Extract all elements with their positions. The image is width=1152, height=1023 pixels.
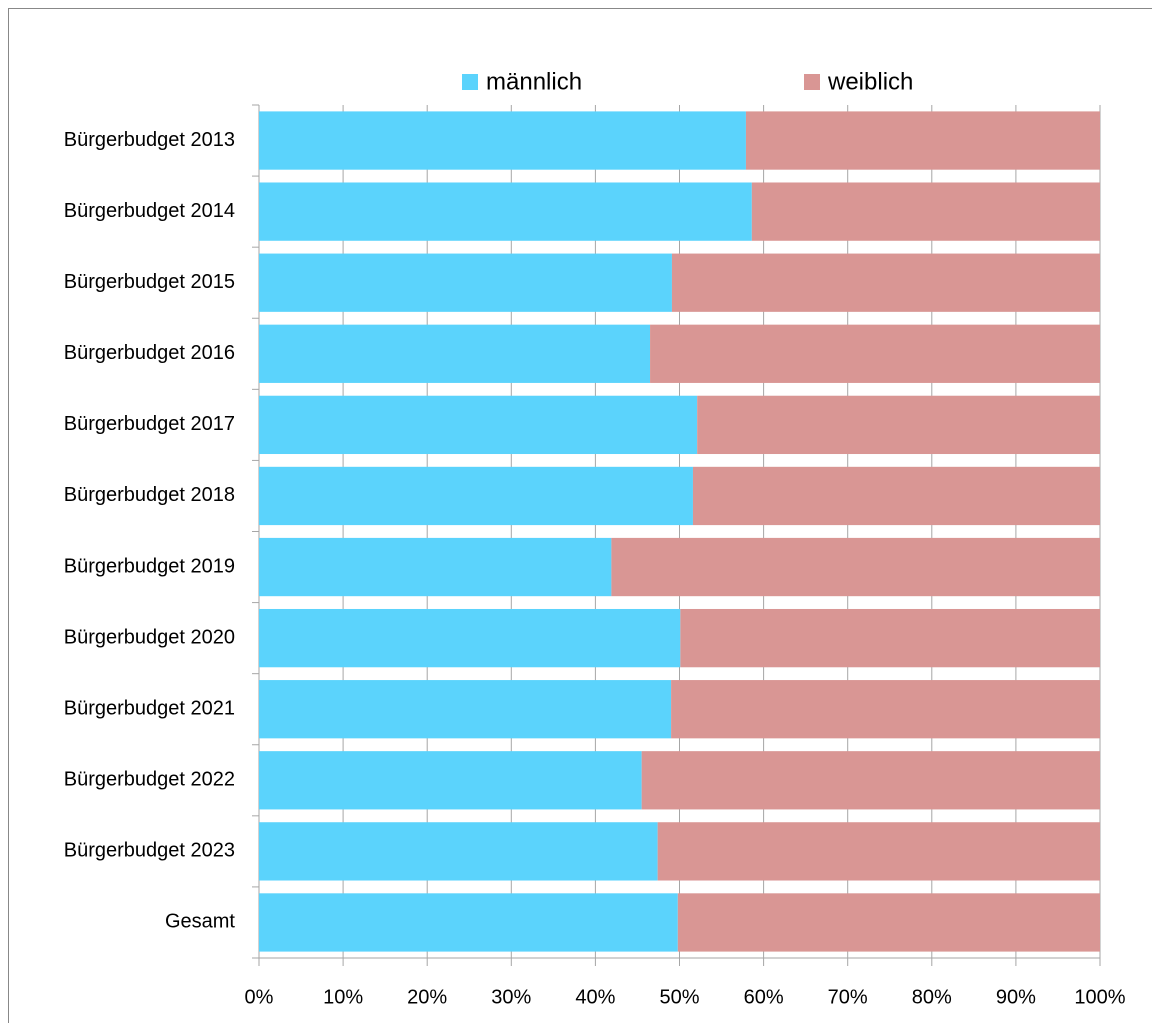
y-tick-label: Bürgerbudget 2019 (64, 555, 235, 577)
y-tick-label: Bürgerbudget 2013 (64, 129, 235, 151)
bar (751, 182, 1100, 241)
x-tick-label: 80% (912, 986, 952, 1008)
bar (259, 324, 651, 383)
bar (677, 893, 1100, 952)
legend-swatch (804, 74, 820, 90)
y-tick-label: Bürgerbudget 2015 (64, 271, 235, 293)
y-tick-label: Bürgerbudget 2014 (64, 200, 235, 222)
x-tick-label: 20% (407, 986, 447, 1008)
y-tick-label: Bürgerbudget 2023 (64, 840, 235, 862)
bar (611, 537, 1100, 597)
bar (680, 608, 1100, 668)
y-tick-label: Bürgerbudget 2020 (64, 626, 235, 648)
x-tick-label: 0% (245, 986, 274, 1008)
x-tick-label: 30% (491, 986, 531, 1008)
bar (745, 111, 1100, 170)
bar (259, 111, 746, 170)
bar (671, 680, 1100, 739)
bar (671, 253, 1100, 312)
y-tick-label: Bürgerbudget 2017 (64, 413, 235, 435)
bar (259, 466, 693, 526)
bar (259, 822, 658, 881)
y-tick-label: Gesamt (165, 911, 235, 933)
legend-label: weiblich (827, 68, 913, 95)
x-tick-label: 100% (1074, 986, 1125, 1008)
bar (641, 751, 1100, 810)
x-tick-label: 10% (323, 986, 363, 1008)
bar (259, 182, 752, 241)
y-tick-label: Bürgerbudget 2016 (64, 342, 235, 364)
chart-frame (8, 8, 1152, 1023)
bar (259, 893, 678, 952)
y-tick-label: Bürgerbudget 2018 (64, 484, 235, 506)
x-tick-label: 40% (575, 986, 615, 1008)
x-tick-label: 50% (659, 986, 699, 1008)
bar (657, 822, 1100, 881)
bar (259, 680, 672, 739)
x-tick-label: 60% (744, 986, 784, 1008)
legend-swatch (462, 74, 478, 90)
x-tick-label: 70% (828, 986, 868, 1008)
bar (650, 324, 1100, 383)
y-tick-label: Bürgerbudget 2021 (64, 697, 235, 719)
bar (259, 751, 642, 810)
bar (259, 608, 681, 668)
bar (692, 466, 1100, 526)
bar (697, 395, 1100, 455)
bar (259, 253, 672, 312)
bar (259, 395, 698, 455)
legend-label: männlich (486, 68, 582, 95)
x-tick-label: 90% (996, 986, 1036, 1008)
bar (259, 537, 612, 597)
y-tick-label: Bürgerbudget 2022 (64, 769, 235, 791)
